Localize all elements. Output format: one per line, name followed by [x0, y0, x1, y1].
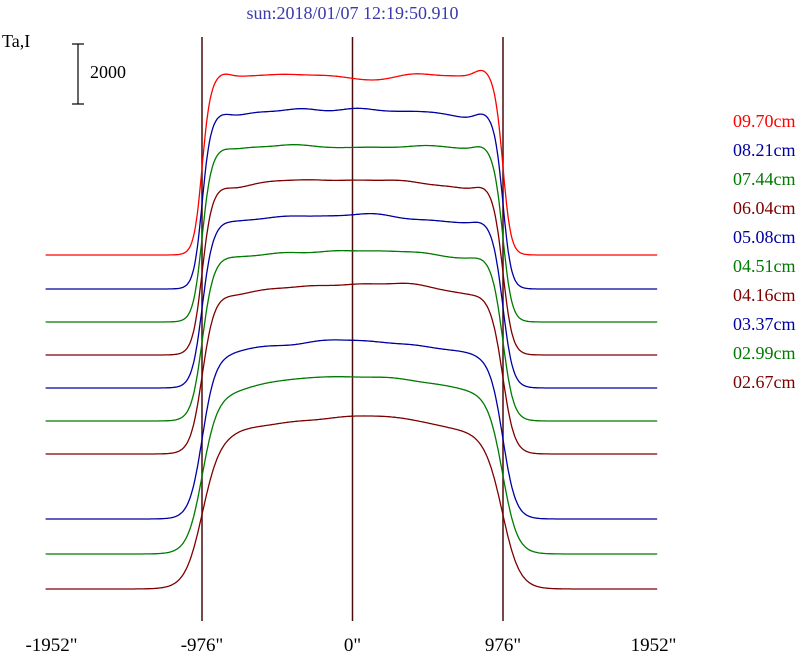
scan-curve-06-04cm: [45, 179, 658, 356]
scan-curve-09-70cm: [45, 69, 658, 256]
x-tick-label: 0": [343, 635, 362, 656]
wavelength-label: 03.37cm: [733, 314, 796, 334]
scan-curve-02-67cm: [45, 415, 658, 590]
wavelength-label: 06.04cm: [733, 198, 796, 218]
wavelength-label: 04.51cm: [733, 256, 796, 276]
x-tick-label: -1952": [25, 635, 78, 656]
scale-bar-value-label: 2000: [90, 62, 126, 82]
scan-curve-02-99cm: [45, 376, 658, 555]
wavelength-label: 08.21cm: [733, 140, 796, 160]
wavelength-label: 07.44cm: [733, 169, 796, 189]
x-tick-label: -976": [180, 635, 224, 656]
x-tick-label: 1952": [630, 635, 677, 656]
x-tick-label: 976": [484, 635, 522, 656]
scan-curve-03-37cm: [45, 339, 658, 520]
wavelength-label: 09.70cm: [733, 111, 796, 131]
scan-curve-07-44cm: [45, 144, 658, 323]
wavelength-label: 02.99cm: [733, 343, 796, 363]
scan-curve-05-08cm: [45, 212, 658, 389]
wavelength-label: 02.67cm: [733, 372, 796, 392]
scan-curve-04-16cm: [45, 282, 658, 455]
wavelength-label: 04.16cm: [733, 285, 796, 305]
y-axis-label: Ta,I: [2, 31, 31, 51]
scan-curve-04-51cm: [45, 249, 658, 422]
plot-title: sun:2018/01/07 12:19:50.910: [246, 3, 459, 23]
scan-curve-08-21cm: [45, 107, 658, 290]
wavelength-label: 05.08cm: [733, 227, 796, 247]
